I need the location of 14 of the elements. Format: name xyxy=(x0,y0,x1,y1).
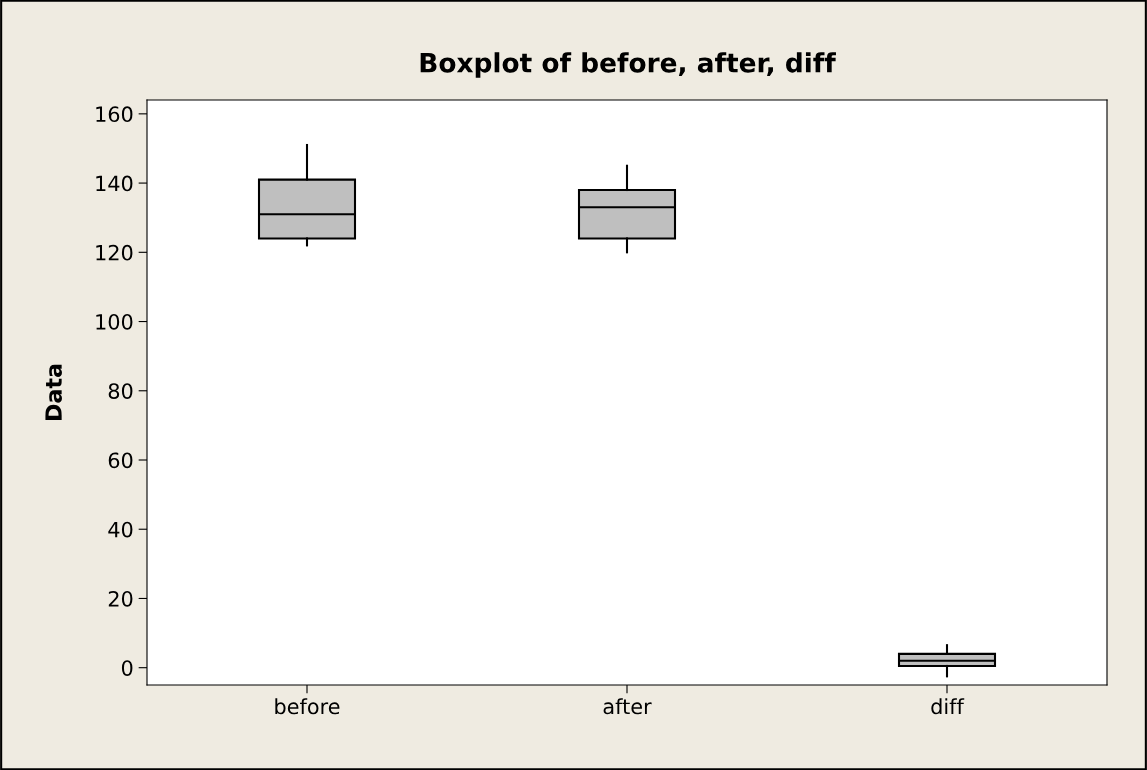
y-tick-label: 20 xyxy=(108,590,133,607)
y-axis-title: Data xyxy=(45,364,62,420)
y-tick-label: 0 xyxy=(121,660,133,676)
y-tick-label: 120 xyxy=(96,244,133,261)
y-tick-label: 160 xyxy=(96,106,133,123)
x-tick-label: after xyxy=(603,698,652,715)
y-tick-label: 100 xyxy=(96,313,133,330)
y-tick-label: 40 xyxy=(108,521,133,538)
x-tick-label: before xyxy=(275,698,340,715)
x-tick-label: diff xyxy=(931,698,965,715)
chart-title: Boxplot of before, after, diff xyxy=(420,52,836,78)
y-tick-label: 80 xyxy=(108,383,133,399)
y-tick-label: 140 xyxy=(96,175,133,192)
y-tick-label: 60 xyxy=(108,452,133,469)
